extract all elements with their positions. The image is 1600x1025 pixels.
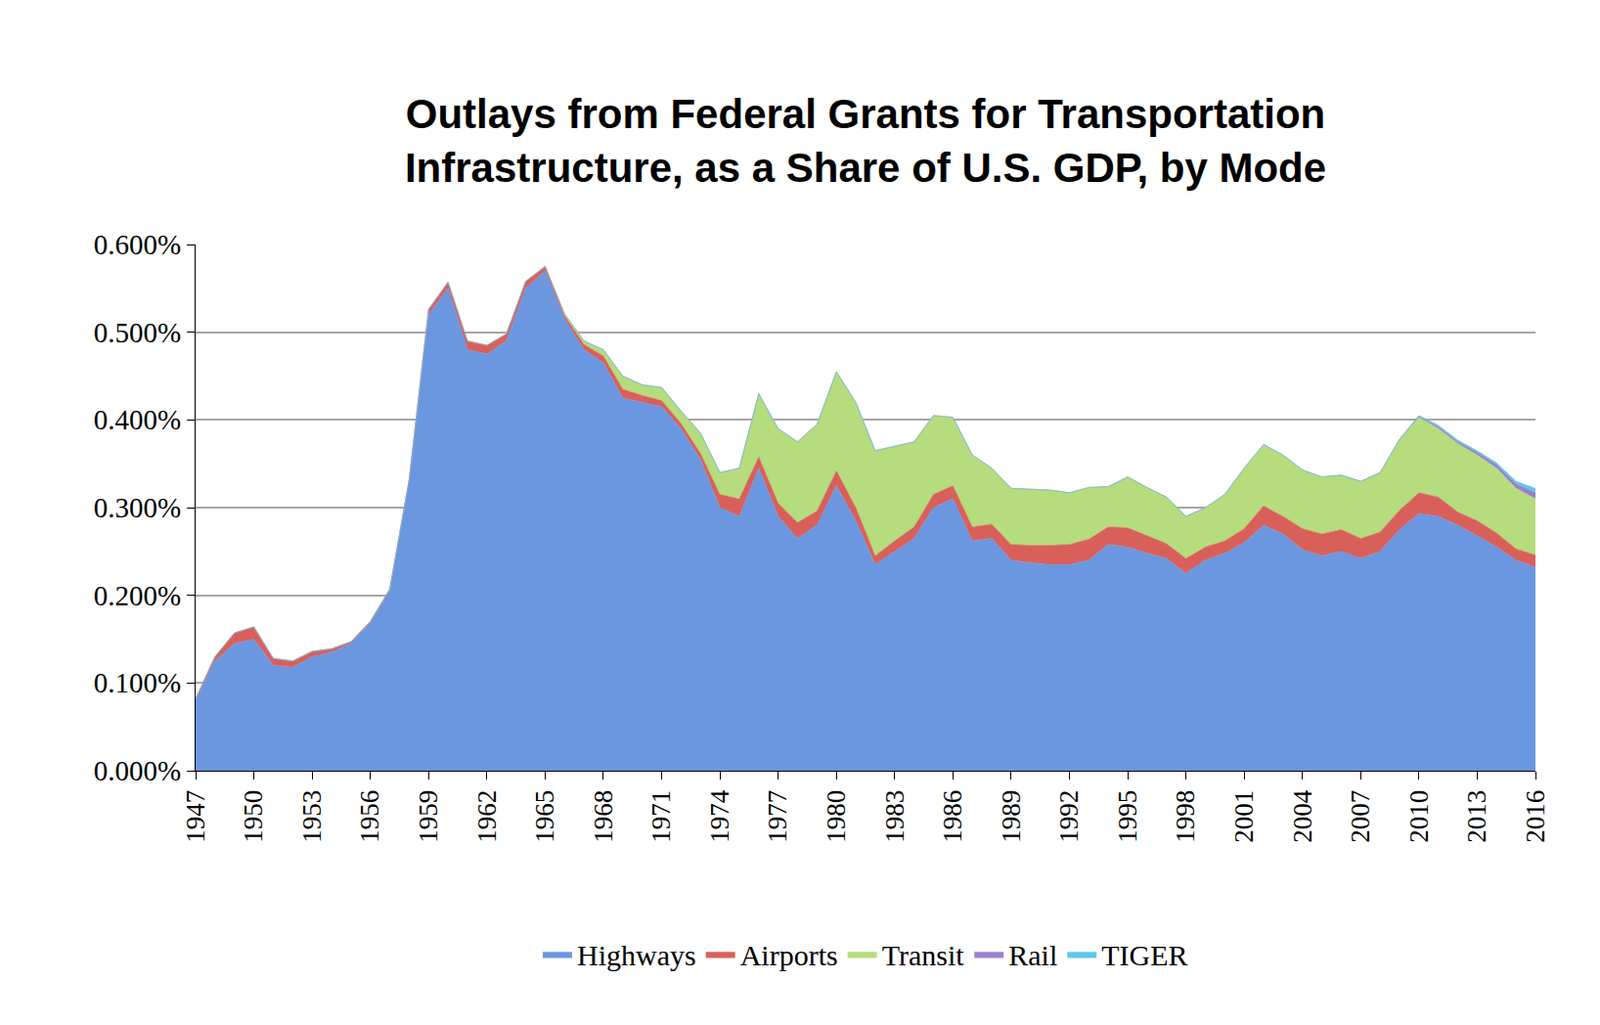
svg-text:1953: 1953 — [297, 790, 327, 844]
svg-text:1974: 1974 — [705, 789, 735, 844]
svg-text:1968: 1968 — [588, 790, 619, 844]
svg-text:Outlays from Federal Grants fo: Outlays from Federal Grants for Transpor… — [404, 90, 1327, 191]
svg-text:0.200%: 0.200% — [93, 579, 181, 612]
svg-text:2001: 2001 — [1229, 790, 1259, 844]
svg-text:Rail: Rail — [1008, 938, 1058, 972]
svg-text:1971: 1971 — [646, 790, 676, 844]
svg-text:2010: 2010 — [1404, 790, 1434, 844]
svg-text:1992: 1992 — [1054, 790, 1084, 844]
svg-text:1977: 1977 — [762, 790, 793, 844]
svg-text:1950: 1950 — [238, 790, 268, 844]
svg-text:1986: 1986 — [937, 790, 968, 844]
svg-text:1998: 1998 — [1170, 790, 1200, 844]
svg-text:0.300%: 0.300% — [93, 491, 181, 524]
svg-text:1995: 1995 — [1112, 790, 1143, 844]
svg-text:1983: 1983 — [880, 790, 910, 844]
svg-text:1965: 1965 — [530, 790, 560, 844]
svg-text:Airports: Airports — [740, 938, 839, 972]
svg-text:0.100%: 0.100% — [93, 666, 181, 699]
svg-text:2007: 2007 — [1345, 790, 1376, 844]
svg-text:TIGER: TIGER — [1101, 938, 1188, 972]
svg-text:Transit: Transit — [882, 938, 966, 972]
svg-text:Highways: Highways — [577, 938, 697, 972]
svg-text:1959: 1959 — [413, 790, 444, 844]
svg-text:2004: 2004 — [1288, 789, 1318, 844]
svg-text:0.600%: 0.600% — [93, 228, 181, 261]
svg-text:2013: 2013 — [1462, 790, 1492, 844]
svg-text:1980: 1980 — [821, 790, 851, 844]
svg-text:0.400%: 0.400% — [93, 403, 181, 436]
svg-text:0.500%: 0.500% — [93, 316, 181, 349]
svg-text:2016: 2016 — [1520, 790, 1551, 844]
svg-text:1956: 1956 — [355, 790, 385, 844]
svg-text:1962: 1962 — [472, 790, 502, 844]
svg-text:0.000%: 0.000% — [93, 755, 181, 787]
svg-text:1989: 1989 — [996, 790, 1026, 844]
svg-text:1947: 1947 — [180, 790, 211, 844]
